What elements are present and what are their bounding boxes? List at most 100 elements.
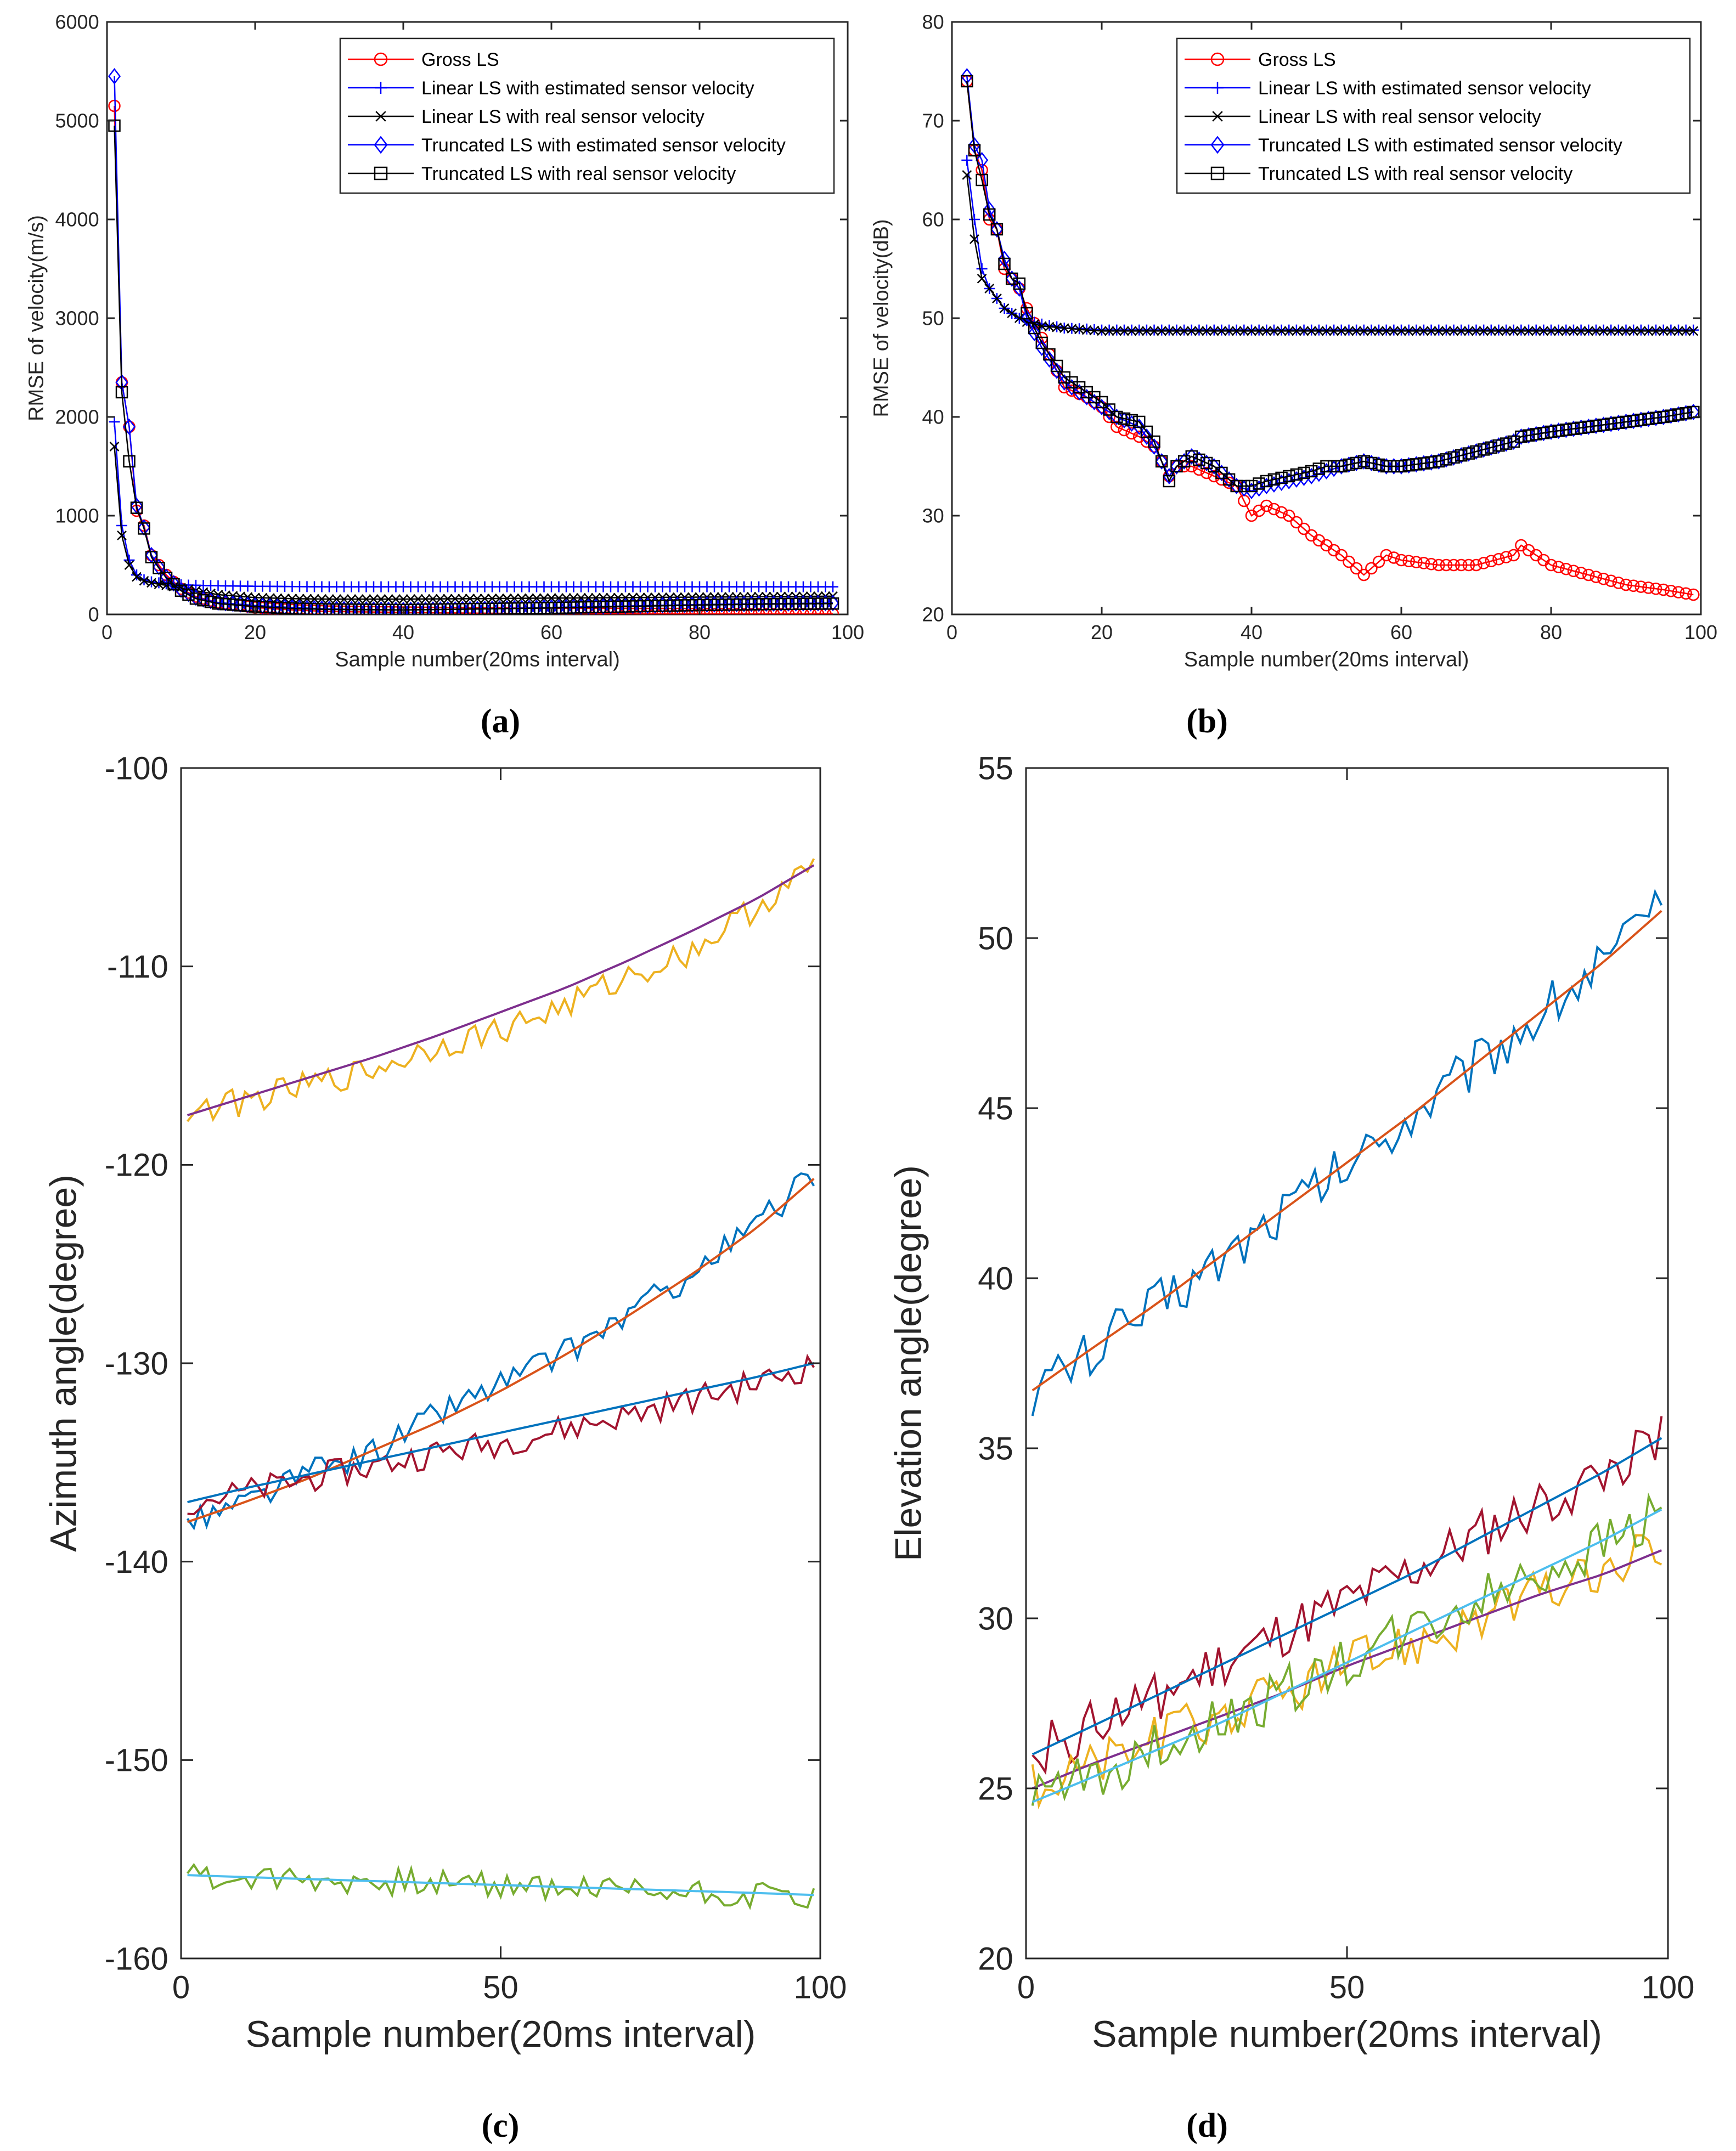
marker-circle — [1343, 555, 1355, 568]
marker-square — [1365, 456, 1378, 470]
marker-square — [1230, 479, 1243, 493]
marker-cross — [109, 442, 120, 451]
marker-square — [1530, 428, 1542, 441]
marker-cross — [1493, 326, 1504, 336]
marker-cross — [1381, 326, 1391, 336]
marker-diamond — [1282, 472, 1295, 490]
marker-square — [1665, 409, 1677, 422]
marker-cross — [532, 593, 542, 603]
x-tick-label: 80 — [689, 621, 711, 643]
marker-square — [382, 603, 395, 614]
marker-cross — [1366, 326, 1377, 336]
marker-diamond — [1020, 309, 1034, 327]
marker-square — [1035, 336, 1049, 349]
x-tick-label: 40 — [392, 621, 414, 643]
marker-square — [760, 598, 773, 611]
y-tick-label: 5000 — [55, 110, 99, 132]
marker-cross — [331, 594, 342, 604]
marker-square — [174, 584, 188, 597]
x-tick-label: 100 — [1684, 621, 1717, 643]
marker-circle — [1582, 568, 1595, 581]
marker-square — [1657, 410, 1670, 424]
x-tick-label: 0 — [102, 621, 112, 643]
marker-square — [782, 597, 795, 611]
marker-diamond — [997, 250, 1011, 268]
marker-diamond — [1275, 474, 1288, 492]
marker-diamond — [1342, 456, 1356, 473]
marker-cross — [146, 578, 156, 588]
marker-cross — [1254, 326, 1264, 336]
marker-square — [1238, 479, 1250, 493]
marker-diamond — [1485, 439, 1498, 456]
marker-square — [1185, 450, 1198, 463]
marker-square — [337, 603, 351, 614]
marker-cross — [1613, 326, 1624, 336]
marker-cross — [405, 594, 416, 604]
y-tick-label: 20 — [978, 1941, 1013, 1977]
marker-square — [1283, 470, 1295, 483]
marker-square — [1455, 449, 1468, 462]
x-axis-label: Sample number(20ms interval) — [335, 648, 620, 671]
marker-square — [449, 603, 461, 614]
y-tick-label: 40 — [978, 1261, 1013, 1296]
marker-square — [1492, 439, 1505, 452]
marker-circle — [1500, 551, 1513, 563]
marker-cross — [1598, 326, 1609, 336]
marker-cross — [1052, 322, 1062, 332]
y-tick-label: 0 — [88, 603, 99, 626]
marker-cross — [1643, 326, 1654, 336]
legend-entry: Truncated LS with real sensor velocity — [421, 163, 736, 184]
marker-square — [486, 602, 499, 614]
marker-square — [574, 601, 588, 614]
marker-square — [515, 602, 528, 614]
marker-cross — [561, 593, 571, 603]
marker-square — [961, 75, 973, 88]
marker-circle — [1485, 555, 1498, 568]
marker-square — [1372, 458, 1385, 471]
marker-diamond — [1013, 280, 1026, 297]
marker-square — [1305, 465, 1318, 478]
marker-diamond — [1447, 449, 1461, 466]
marker-cross — [391, 594, 401, 604]
y-tick-label: 40 — [922, 406, 944, 428]
marker-square — [597, 601, 610, 613]
marker-cross — [1209, 326, 1219, 336]
caption-d: (d) — [1186, 2107, 1228, 2144]
marker-square — [1380, 460, 1393, 473]
marker-square — [804, 597, 817, 610]
marker-cross — [1628, 326, 1639, 336]
marker-square — [456, 603, 469, 614]
marker-diamond — [1132, 418, 1146, 436]
marker-square — [1462, 447, 1475, 460]
marker-square — [737, 598, 751, 611]
marker-square — [1447, 451, 1460, 464]
marker-cross — [977, 274, 987, 284]
marker-cross — [280, 593, 290, 603]
marker-square — [500, 602, 514, 614]
marker-cross — [576, 593, 586, 603]
y-tick-label: 50 — [978, 921, 1013, 956]
marker-square — [1111, 410, 1123, 424]
marker-square — [1335, 460, 1348, 473]
marker-diamond — [1462, 445, 1475, 462]
marker-square — [1343, 458, 1355, 471]
marker-cross — [1292, 326, 1301, 336]
legend-entry: Linear LS with real sensor velocity — [1258, 106, 1541, 127]
marker-circle — [1260, 499, 1273, 512]
marker-circle — [612, 607, 624, 614]
marker-circle — [775, 608, 787, 614]
y-axis-label: Azimuth angle(degree) — [42, 1175, 84, 1552]
marker-square — [204, 595, 217, 608]
marker-circle — [619, 607, 632, 614]
marker-diamond — [1290, 471, 1303, 488]
marker-cross — [480, 594, 490, 603]
marker-circle — [1425, 557, 1438, 571]
marker-diamond — [1050, 362, 1063, 380]
marker-square — [1500, 437, 1513, 450]
marker-square — [390, 603, 402, 614]
legend-marker-diamond — [1210, 136, 1225, 154]
marker-cross — [1104, 326, 1114, 336]
marker-square — [182, 588, 195, 601]
marker-square — [797, 597, 810, 610]
marker-square — [641, 600, 654, 613]
